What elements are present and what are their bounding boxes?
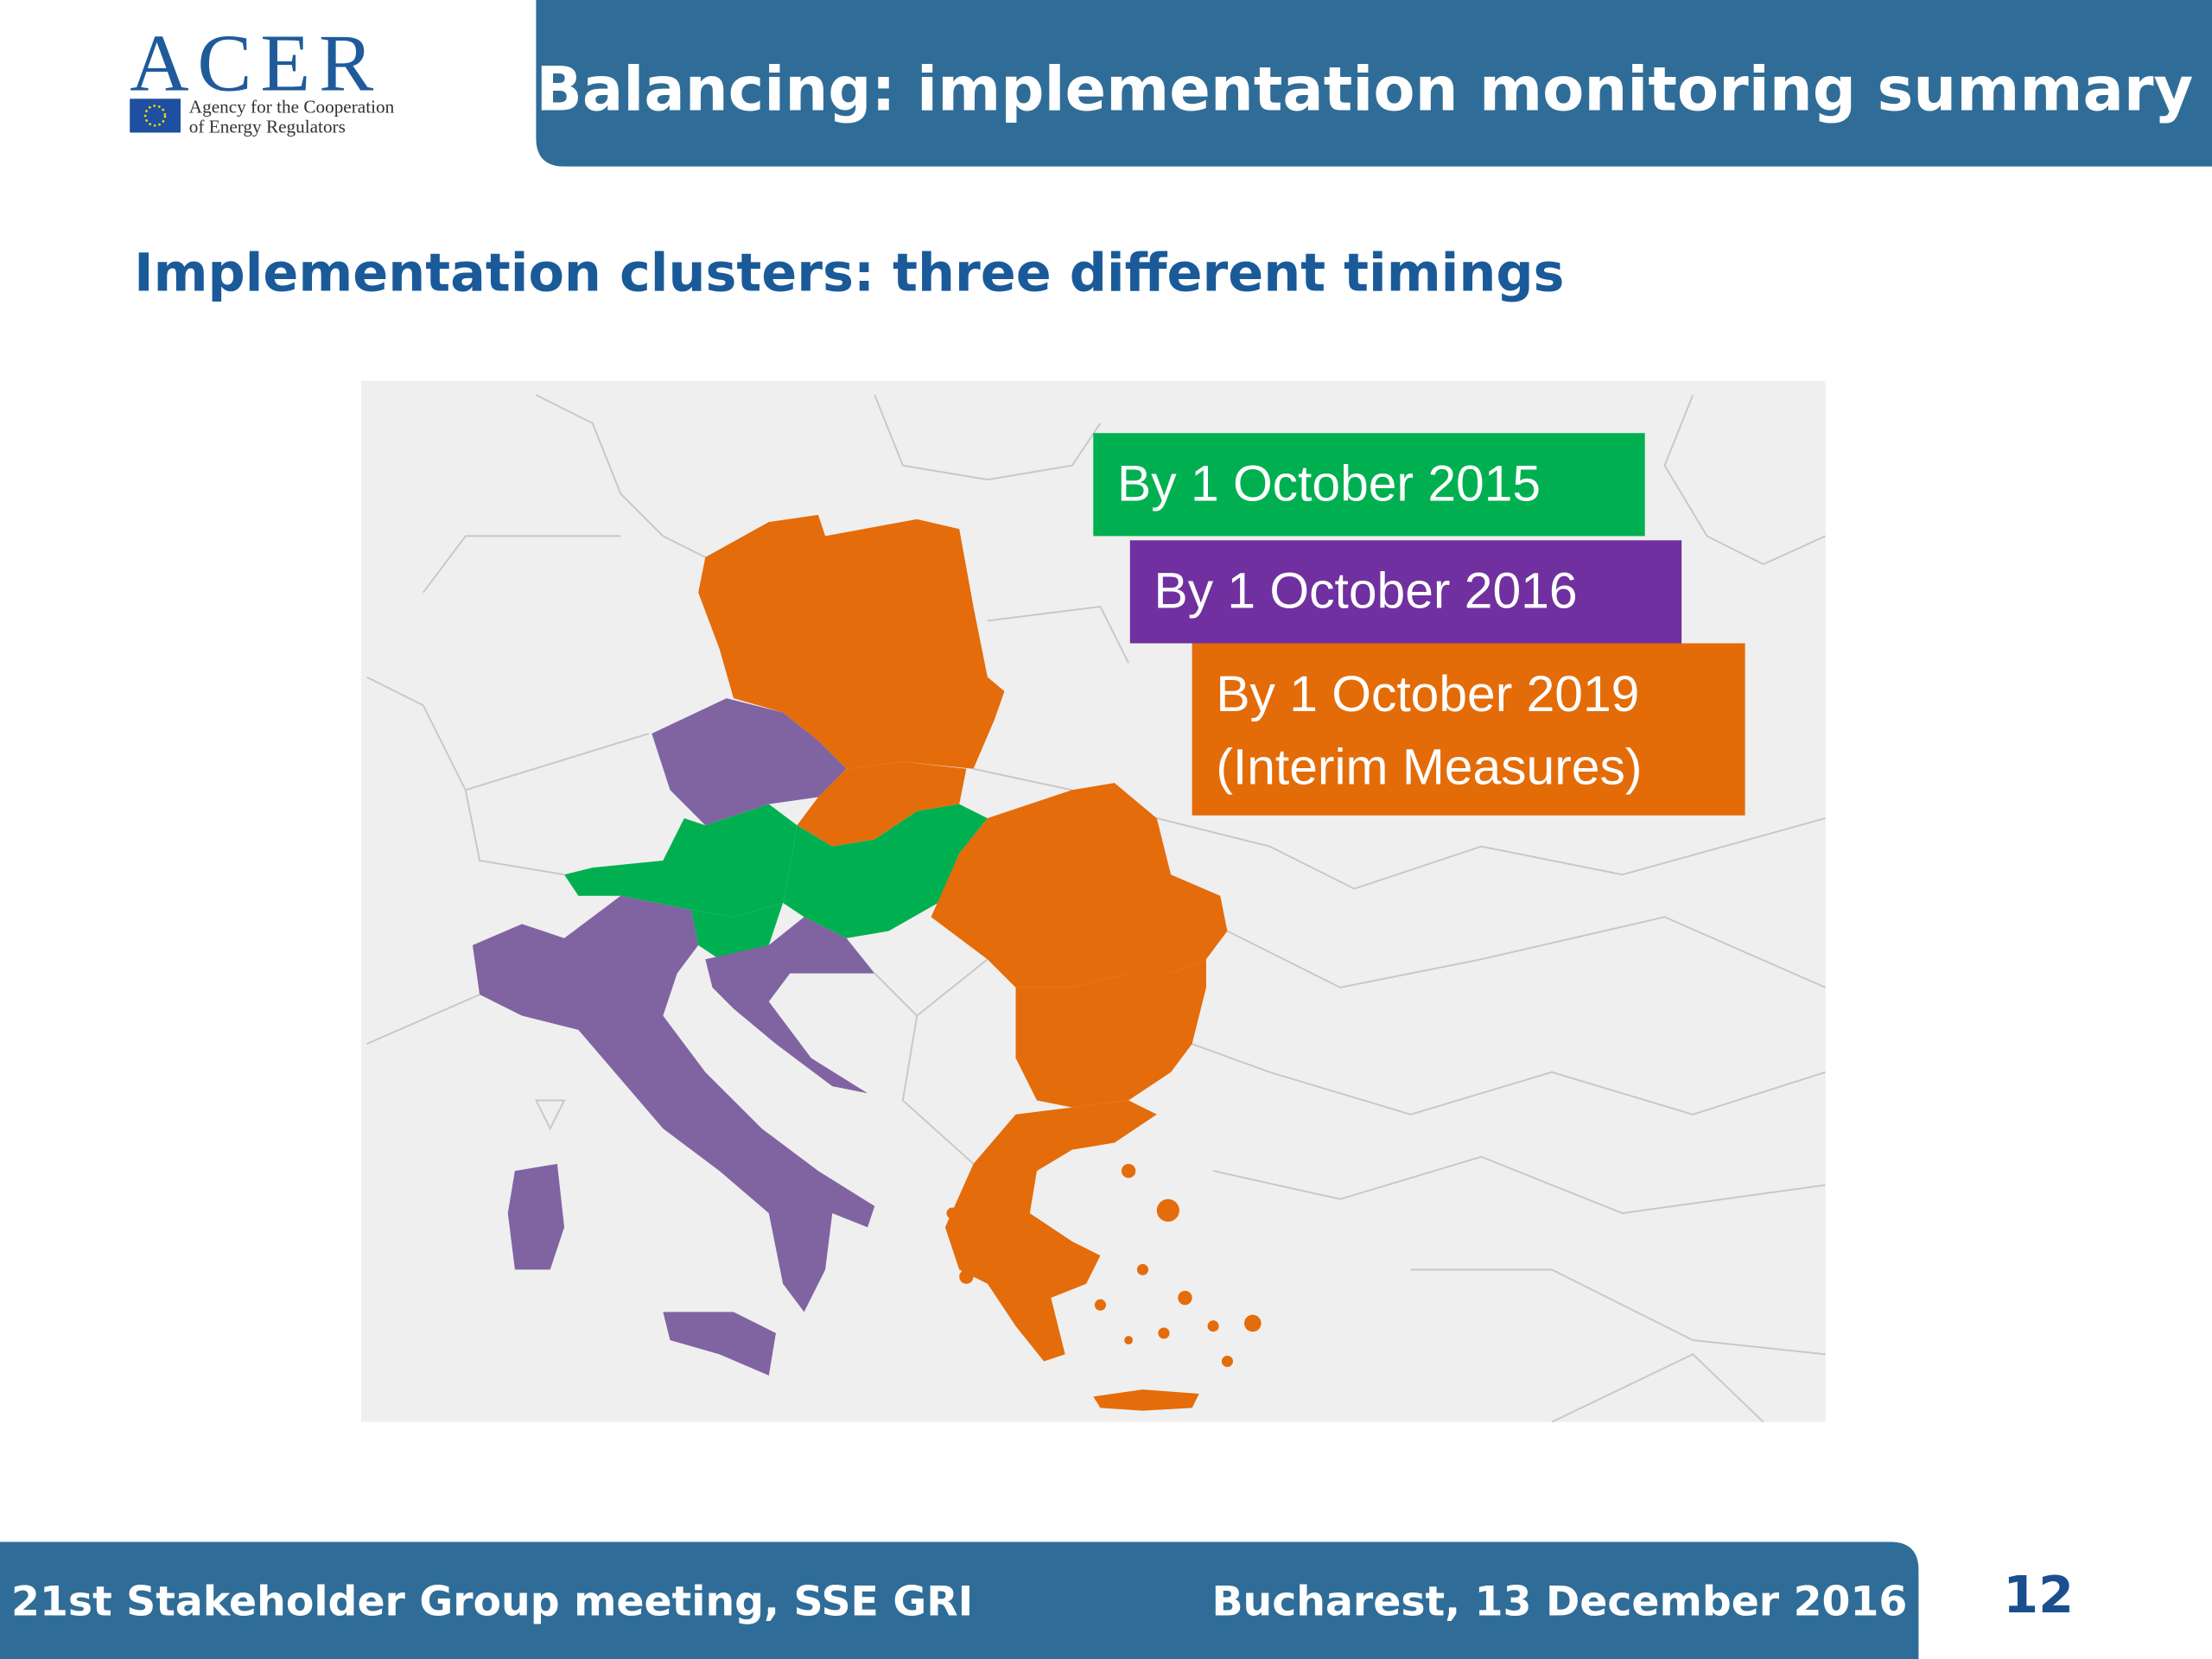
legend-label: By 1 October 2015 (1117, 456, 1541, 512)
croatia (705, 917, 875, 1094)
sicily (663, 1312, 776, 1376)
header-bar (536, 0, 2212, 167)
greek-islands (946, 1163, 1262, 1368)
austria (564, 804, 798, 918)
header-title: Balancing: implementation monitoring sum… (536, 54, 2193, 124)
eu-stars (143, 105, 167, 127)
poland (698, 514, 1005, 769)
czech-republic (652, 698, 847, 826)
page-number: 12 (2003, 1565, 2074, 1624)
map (360, 380, 1827, 1423)
logo-line: Agency for the Cooperation (189, 97, 395, 118)
crete (1093, 1389, 1199, 1411)
legend-label: (Interim Measures) (1216, 740, 1642, 796)
slovenia (691, 902, 784, 960)
slovakia (797, 761, 967, 847)
logo-line: of Energy Regulators (189, 116, 346, 137)
italy (472, 895, 875, 1313)
country-borders (366, 394, 1827, 1423)
sardinia (507, 1163, 565, 1270)
logo-name: ACER (130, 18, 382, 108)
eu-flag (130, 99, 181, 133)
footer-bar (0, 1541, 1919, 1659)
footer-left: 21st Stakeholder Group meeting, SSE GRI (11, 1578, 973, 1625)
subtitle: Implementation clusters: three different… (134, 243, 1564, 303)
legend-label: By 1 October 2016 (1154, 563, 1578, 620)
bulgaria (1015, 959, 1206, 1108)
romania (931, 783, 1228, 988)
legend-box (1192, 643, 1745, 816)
hungary (783, 804, 988, 938)
greece (944, 1100, 1157, 1362)
legend-box (1093, 433, 1645, 537)
legend-box (1129, 540, 1682, 644)
footer-right: Bucharest, 13 December 2016 (1211, 1578, 1907, 1625)
legend-label: By 1 October 2019 (1216, 666, 1639, 722)
